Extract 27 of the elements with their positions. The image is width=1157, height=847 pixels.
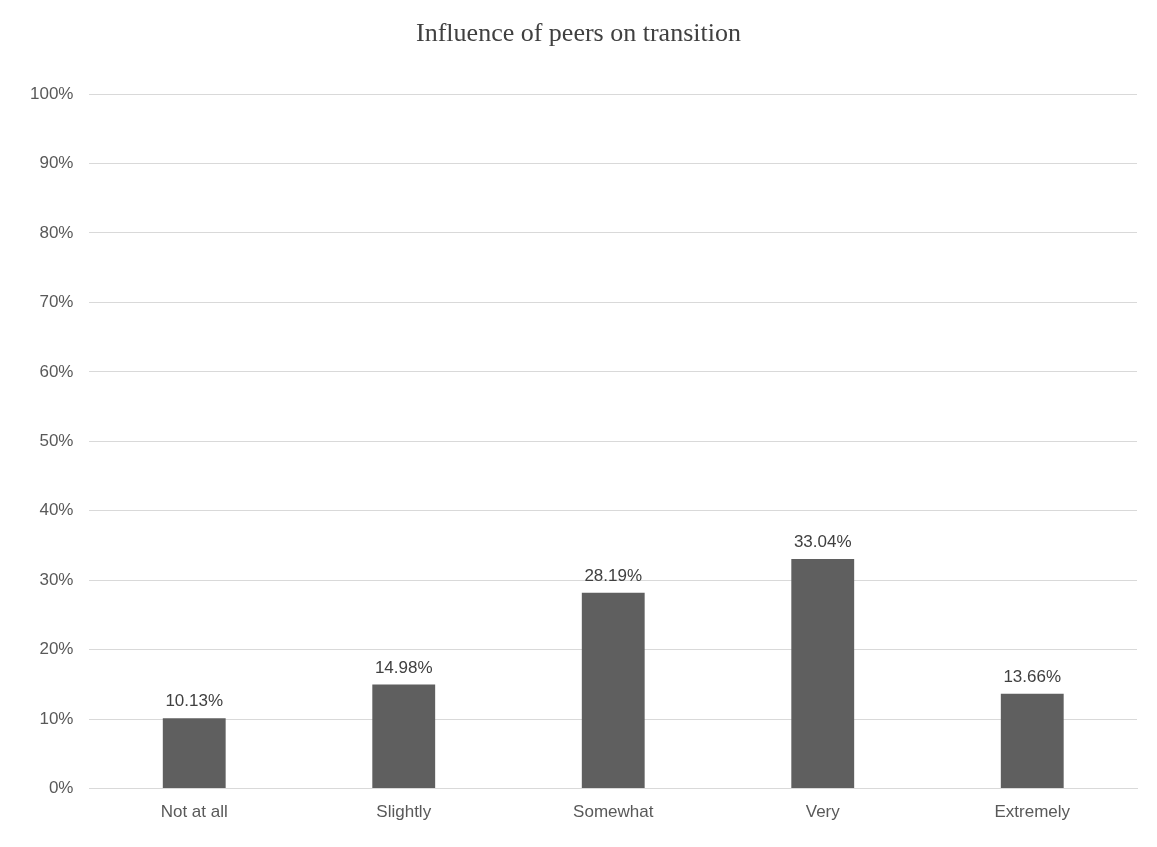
y-tick-label: 60%: [39, 361, 74, 381]
bar: [581, 592, 645, 789]
bar: [372, 684, 436, 789]
y-tick-label: 90%: [39, 153, 74, 173]
y-tick-label: 100%: [30, 83, 74, 103]
data-label: 14.98%: [374, 657, 433, 677]
x-tick-label: Not at all: [160, 802, 228, 822]
x-tick-label: Extremely: [994, 802, 1071, 822]
x-tick-label: Slightly: [376, 802, 432, 822]
y-tick-label: 20%: [39, 639, 74, 659]
x-tick-label: Very: [805, 802, 841, 822]
data-label: 33.04%: [793, 532, 852, 552]
y-tick-label: 0%: [48, 778, 74, 798]
bar: [1000, 693, 1064, 789]
y-tick-label: 70%: [39, 292, 74, 312]
y-tick-label: 50%: [39, 430, 74, 450]
y-tick-label: 40%: [39, 500, 74, 520]
bar: [162, 718, 226, 789]
bar: [791, 559, 855, 789]
data-label: 10.13%: [165, 691, 224, 711]
data-label: 13.66%: [1003, 666, 1062, 686]
x-tick-label: Somewhat: [573, 802, 654, 822]
y-tick-label: 30%: [39, 569, 74, 589]
y-tick-label: 10%: [39, 708, 74, 728]
data-label: 28.19%: [584, 565, 643, 585]
chart-title: Influence of peers on transition: [415, 18, 742, 48]
y-tick-label: 80%: [39, 222, 74, 242]
